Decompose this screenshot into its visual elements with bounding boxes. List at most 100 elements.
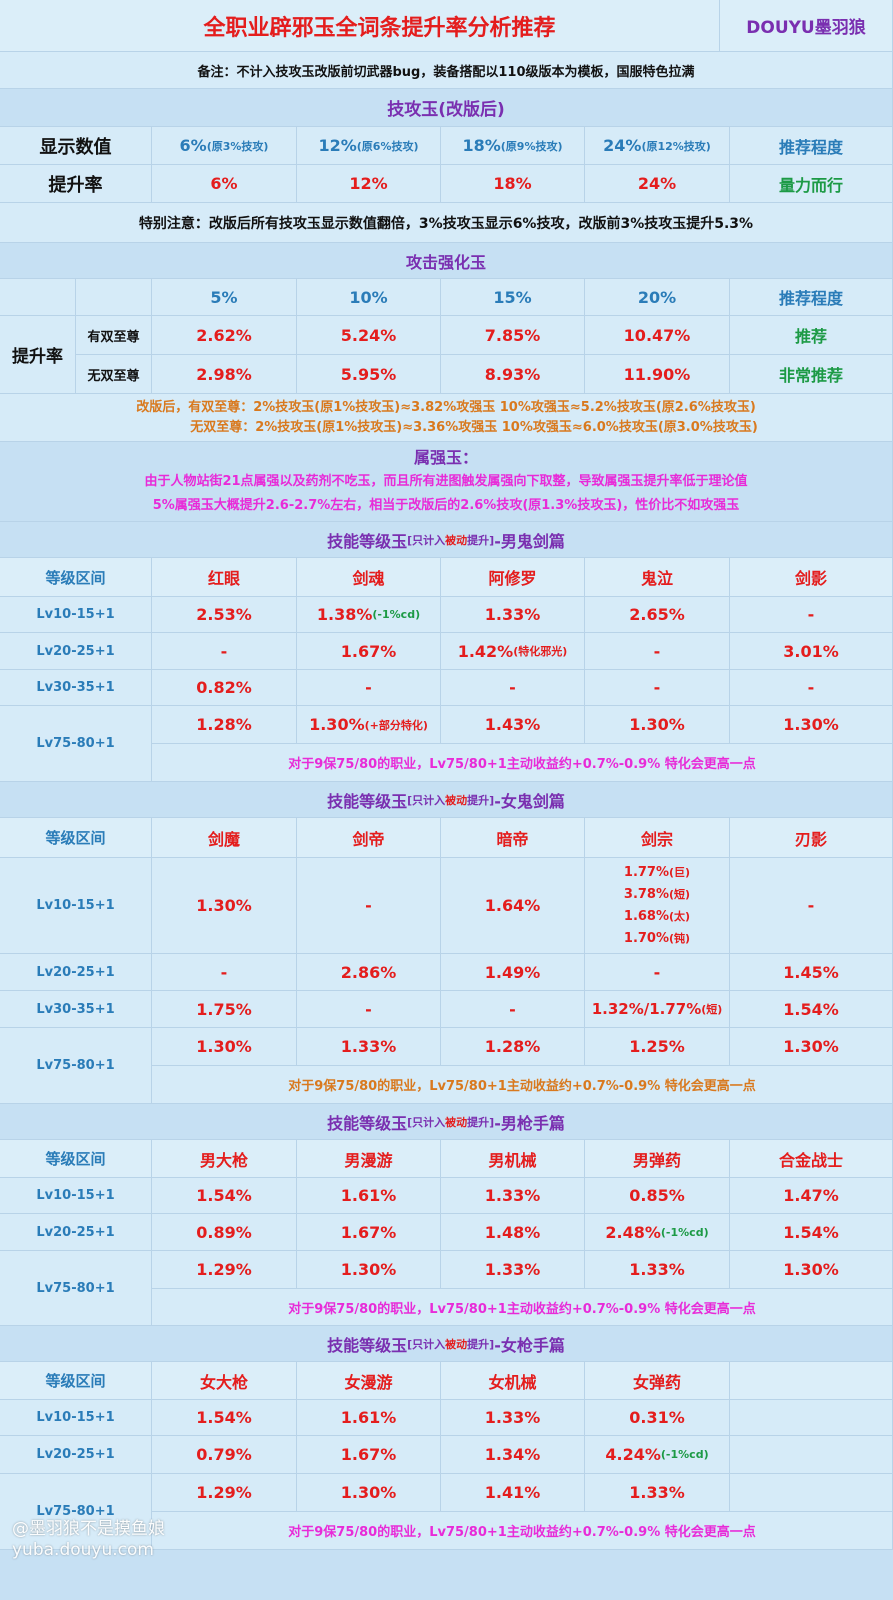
value-cell: 1.33% xyxy=(585,1251,730,1289)
male-gunner-section: 技能等级玉 [只计入 被动 提升] -男枪手篇 xyxy=(0,1104,893,1140)
value-cell: 2.65% xyxy=(585,597,730,633)
footnote-row: 对于9保75/80的职业，Lv75/80+1主动收益约+0.7%-0.9% 特化… xyxy=(152,1289,893,1326)
row-label: 无双至尊 xyxy=(76,355,152,394)
recommendation: 推荐 xyxy=(730,316,893,355)
level-cell: Lv20-25+1 xyxy=(0,1214,152,1251)
table-row: 1.28% 1.30% (+部分特化) 1.43% 1.30% 1.30% xyxy=(152,706,893,744)
notice-text: 特别注意：改版后所有技攻玉显示数值翻倍，3%技攻玉显示6%技攻，改版前3%技攻玉… xyxy=(0,203,893,243)
value-cell: 1.28% xyxy=(152,706,297,744)
recommendation: 非常推荐 xyxy=(730,355,893,394)
male-slayer-section: 技能等级玉 [只计入 被动 提升] -男鬼剑篇 xyxy=(0,522,893,558)
level-header: 等级区间 xyxy=(0,1140,152,1178)
level-cell: Lv10-15+1 xyxy=(0,858,152,954)
brand-label: DOUYU墨羽狼 xyxy=(720,0,893,52)
level-cell: Lv75-80+1 xyxy=(0,1028,152,1104)
value-cell: 1.54% xyxy=(152,1400,297,1436)
title-row: 全职业辟邪玉全词条提升率分析推荐 DOUYU墨羽狼 xyxy=(0,0,893,52)
footnote: 对于9保75/80的职业，Lv75/80+1主动收益约+0.7%-0.9% 特化… xyxy=(152,1512,893,1550)
class-name: 暗帝 xyxy=(441,818,585,858)
value-cell: 1.29% xyxy=(152,1251,297,1289)
footnote-row: 对于9保75/80的职业，Lv75/80+1主动收益约+0.7%-0.9% 特化… xyxy=(152,1512,893,1550)
section-title: 技能等级玉 [只计入 被动 提升] -男鬼剑篇 xyxy=(0,522,893,558)
value-cell: 1.28% xyxy=(441,1028,585,1066)
section-title: 属强玉： xyxy=(413,447,478,467)
level-header: 等级区间 xyxy=(0,558,152,597)
level-cell: Lv20-25+1 xyxy=(0,954,152,991)
rec-header: 推荐程度 xyxy=(730,127,893,165)
level-cell: Lv75-80+1 xyxy=(0,706,152,782)
value-cell: 1.38% (-1%cd) xyxy=(297,597,441,633)
value-cell: 1.64% xyxy=(441,858,585,954)
value-cell: - xyxy=(730,597,893,633)
note-line-1: 改版后，有双至尊：2%技攻玉(原1%技攻玉)≈3.82%攻强玉 10%攻强玉≈5… xyxy=(136,399,756,415)
table-row: Lv20-25+1 0.79% 1.67% 1.34% 4.24% (-1%cd) xyxy=(0,1436,893,1474)
female-slayer-header: 等级区间 剑魔 剑帝 暗帝 剑宗 刃影 xyxy=(0,818,893,858)
skill-atk-rate-row: 提升率 6% 12% 18% 24% 量力而行 xyxy=(0,165,893,203)
value-cell: 1.30% xyxy=(585,706,730,744)
class-name: 鬼泣 xyxy=(585,558,730,597)
value-cell: 1.47% xyxy=(730,1178,893,1214)
value-cell: 1.33% xyxy=(441,1178,585,1214)
class-name: 女大枪 xyxy=(152,1362,297,1400)
class-name: 剑魂 xyxy=(297,558,441,597)
value-cell: 1.33% xyxy=(441,597,585,633)
class-name xyxy=(730,1362,893,1400)
rate-value: 12% xyxy=(297,165,441,203)
class-name: 男漫游 xyxy=(297,1140,441,1178)
class-name: 女弹药 xyxy=(585,1362,730,1400)
class-name: 男大枪 xyxy=(152,1140,297,1178)
class-name: 剑帝 xyxy=(297,818,441,858)
value-cell: 1.30% xyxy=(730,1251,893,1289)
value-cell: 5.95% xyxy=(297,355,441,394)
value-cell: 1.54% xyxy=(730,991,893,1028)
value-cell: 1.33% xyxy=(441,1400,585,1436)
value-cell: 11.90% xyxy=(585,355,730,394)
atk-enh-row-2: 无双至尊 2.98% 5.95% 8.93% 11.90% 非常推荐 xyxy=(76,355,893,394)
value-cell: 1.67% xyxy=(297,1436,441,1474)
page-title: 全职业辟邪玉全词条提升率分析推荐 xyxy=(0,0,720,52)
table-row: Lv30-35+1 1.75% - - 1.32%/1.77% (短) 1.54% xyxy=(0,991,893,1028)
value-cell: 1.75% xyxy=(152,991,297,1028)
atk-enh-section: 攻击强化玉 xyxy=(0,243,893,279)
value-cell: 1.30% (+部分特化) xyxy=(297,706,441,744)
footnote: 对于9保75/80的职业，Lv75/80+1主动收益约+0.7%-0.9% 特化… xyxy=(152,1066,893,1104)
elem-line-2: 5%属强玉大概提升2.6-2.7%左右，相当于改版后的2.6%技攻(原1.3%技… xyxy=(152,497,740,513)
value-cell: - xyxy=(585,670,730,706)
female-slayer-section: 技能等级玉 [只计入 被动 提升] -女鬼剑篇 xyxy=(0,782,893,818)
col-header: 20% xyxy=(585,279,730,316)
female-gunner-section: 技能等级玉 [只计入 被动 提升] -女枪手篇 xyxy=(0,1326,893,1362)
level-cell: Lv30-35+1 xyxy=(0,670,152,706)
elem-section: 属强玉： 由于人物站街21点属强以及药剂不吃玉，而且所有进图触发属强向下取整，导… xyxy=(0,442,893,522)
value-cell: 1.30% xyxy=(297,1251,441,1289)
class-name: 男弹药 xyxy=(585,1140,730,1178)
class-name: 红眼 xyxy=(152,558,297,597)
rate-label: 提升率 xyxy=(0,316,76,394)
skill-atk-display-row: 显示数值 6% (原3%技攻) 12% (原6%技攻) 18% (原9%技攻) 24%… xyxy=(0,127,893,165)
class-name: 合金战士 xyxy=(730,1140,893,1178)
value-cell: 0.89% xyxy=(152,1214,297,1251)
value-cell: 0.85% xyxy=(585,1178,730,1214)
value-cell: 1.54% xyxy=(730,1214,893,1251)
table-row: Lv20-25+1 - 1.67% 1.42% (特化邪光) - 3.01% xyxy=(0,633,893,670)
value-cell: 1.29% xyxy=(152,1474,297,1512)
footnote-row: 对于9保75/80的职业，Lv75/80+1主动收益约+0.7%-0.9% 特化… xyxy=(152,1066,893,1104)
value-cell: - xyxy=(297,991,441,1028)
value-cell: - xyxy=(152,954,297,991)
value-cell xyxy=(730,1474,893,1512)
rate-value: 6% xyxy=(152,165,297,203)
value-cell: 0.31% xyxy=(585,1400,730,1436)
level-cell: Lv75-80+1 xyxy=(0,1251,152,1326)
value-cell: 7.85% xyxy=(441,316,585,355)
bottom-strip xyxy=(0,1550,893,1600)
section-title: 技能等级玉 [只计入 被动 提升] -女枪手篇 xyxy=(0,1326,893,1362)
section-title: 攻击强化玉 xyxy=(0,243,893,279)
value-cell: 1.34% xyxy=(441,1436,585,1474)
section-title: 技能等级玉 [只计入 被动 提升] -男枪手篇 xyxy=(0,1104,893,1140)
value-cell: 2.98% xyxy=(152,355,297,394)
rate-value: 18% xyxy=(441,165,585,203)
table-row: Lv20-25+1 0.89% 1.67% 1.48% 2.48% (-1%cd)… xyxy=(0,1214,893,1251)
display-12: 12% (原6%技攻) xyxy=(297,127,441,165)
class-name: 阿修罗 xyxy=(441,558,585,597)
value-cell: 1.49% xyxy=(441,954,585,991)
atk-enh-notes: 改版后，有双至尊：2%技攻玉(原1%技攻玉)≈3.82%攻强玉 10%攻强玉≈5… xyxy=(0,394,893,442)
